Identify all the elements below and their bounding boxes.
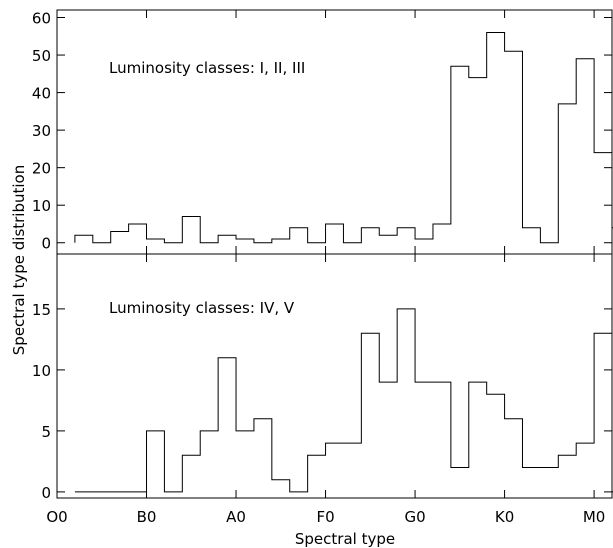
histogram-bin: [433, 382, 451, 492]
y-tick-label: 50: [32, 47, 51, 65]
y-tick-label: 0: [41, 484, 51, 502]
histogram-bin: [218, 235, 236, 243]
histogram-bin: [379, 235, 397, 243]
histogram-bin: [505, 419, 523, 492]
histogram-bin: [379, 382, 397, 492]
bottom-panel-annotation: Luminosity classes: IV, V: [109, 299, 295, 317]
y-tick-label: 30: [32, 122, 51, 140]
histogram-bin: [558, 455, 576, 492]
histogram-bin: [576, 443, 594, 492]
bottom-panel-y-tick-labels: 0 5 10 15: [32, 301, 51, 502]
histogram-bin: [272, 480, 290, 492]
top-panel-frame: [56, 9, 613, 255]
x-tick-label: B0: [137, 508, 157, 526]
y-tick-label: 60: [32, 10, 51, 28]
histogram-bin: [75, 235, 93, 243]
y-tick-label: 10: [32, 197, 51, 215]
top-panel-y-tick-labels: 0 10 20 30 40 50 60: [32, 10, 51, 253]
histogram-bin: [200, 431, 218, 492]
bottom-panel-histogram: [74, 308, 613, 493]
y-tick-label: 15: [32, 301, 51, 319]
top-panel: 0 10 20 30 40 50 60 Luminosity classes: I, II,…: [32, 9, 613, 255]
histogram-bin: [469, 382, 487, 492]
histogram-bin: [111, 231, 129, 242]
y-tick-label: 40: [32, 85, 51, 103]
histogram-bin: [594, 333, 612, 492]
histogram-bin: [558, 104, 576, 243]
histogram-bin: [505, 51, 523, 242]
histogram-bin: [522, 228, 540, 243]
histogram-bin: [236, 239, 254, 243]
bottom-panel: 0 5 10 15 Luminosity classes: IV, V: [32, 253, 613, 502]
x-tick-label: A0: [226, 508, 246, 526]
histogram-bin: [218, 358, 236, 492]
y-tick-label: 10: [32, 362, 51, 380]
histogram-bin: [397, 309, 415, 492]
x-tick-label: G0: [404, 508, 425, 526]
histogram-bin: [147, 239, 165, 243]
y-tick-label: 20: [32, 160, 51, 178]
top-panel-annotation: Luminosity classes: I, II, III: [109, 59, 305, 77]
histogram-bin: [522, 468, 540, 492]
histogram-bin: [451, 66, 469, 242]
histogram-bin: [540, 468, 558, 492]
y-tick-label: 0: [41, 235, 51, 253]
histogram-bin: [308, 455, 326, 492]
x-tick-label: K0: [495, 508, 514, 526]
histogram-bin: [290, 228, 308, 243]
x-tick-label: M0: [583, 508, 606, 526]
histogram-bin: [594, 153, 612, 243]
histogram-bin: [182, 216, 200, 242]
histogram-bin: [326, 443, 344, 492]
histogram-bin: [129, 224, 147, 243]
x-axis-label: Spectral type: [295, 530, 395, 548]
histogram-bin: [236, 431, 254, 492]
histogram-bin: [487, 33, 505, 243]
histogram-bin: [326, 224, 344, 243]
y-tick-label: 5: [41, 423, 51, 441]
histogram-bin: [397, 228, 415, 243]
histogram-bin: [343, 443, 361, 492]
x-tick-label: O0: [46, 508, 67, 526]
histogram-bin: [361, 333, 379, 492]
top-panel-histogram: [74, 32, 613, 244]
histogram-bin: [451, 468, 469, 492]
histogram-bin: [487, 394, 505, 492]
bottom-panel-frame: [56, 253, 613, 499]
histogram-bin: [415, 382, 433, 492]
x-tick-label: F0: [316, 508, 334, 526]
histogram-bin: [272, 239, 290, 243]
y-axis-label: Spectral type distribution: [10, 165, 28, 355]
histogram-bin: [415, 239, 433, 243]
x-tick-labels: O0 B0 A0 F0 G0 K0 M0: [46, 508, 605, 526]
histogram-bin: [361, 228, 379, 243]
histogram-bin: [182, 455, 200, 492]
histogram-bin: [147, 431, 165, 492]
histogram-bin: [254, 419, 272, 492]
histogram-bin: [576, 59, 594, 243]
histogram-bin: [469, 78, 487, 243]
histogram-bin: [433, 224, 451, 243]
bottom-panel-ticks: [56, 254, 612, 498]
top-panel-ticks: [56, 10, 612, 254]
